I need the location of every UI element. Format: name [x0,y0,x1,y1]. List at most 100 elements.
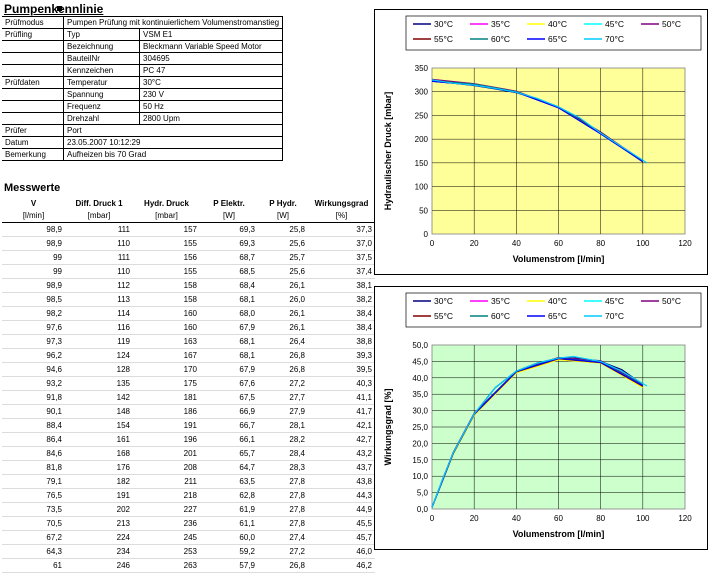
table-cell[interactable]: 213 [65,516,133,531]
unit-cell[interactable]: [W] [258,209,308,223]
table-cell[interactable]: 66,9 [200,404,258,419]
table-cell[interactable]: 181 [133,390,200,405]
table-cell[interactable]: 208 [133,460,200,475]
table-cell[interactable]: 26,4 [258,334,308,349]
info-key[interactable]: Typ [62,28,141,41]
unit-cell[interactable]: [l/min] [2,209,65,223]
table-cell[interactable]: 40,3 [308,376,375,391]
table-cell[interactable]: 57,9 [200,558,258,573]
table-cell[interactable]: 110 [65,264,133,279]
table-cell[interactable]: 148 [65,404,133,419]
table-cell[interactable]: 263 [133,558,200,573]
info-value[interactable]: 30°C [139,76,284,89]
info-label[interactable]: Prüfling [2,28,64,41]
table-cell[interactable]: 46,0 [308,544,375,559]
table-cell[interactable]: 26,8 [258,348,308,363]
table-cell[interactable]: 44,9 [308,502,375,517]
info-value[interactable]: 23.05.2007 10:12:29 [62,136,284,149]
table-cell[interactable]: 202 [65,502,133,517]
table-cell[interactable]: 236 [133,516,200,531]
table-cell[interactable]: 70,5 [2,516,65,531]
table-cell[interactable]: 94,6 [2,362,65,377]
table-cell[interactable]: 27,9 [258,404,308,419]
column-header[interactable]: P Elektr. [213,198,245,208]
table-cell[interactable]: 191 [133,418,200,433]
table-cell[interactable]: 98,5 [2,292,65,307]
info-label[interactable] [2,100,64,113]
table-cell[interactable]: 61,9 [200,502,258,517]
table-cell[interactable]: 68,1 [200,348,258,363]
table-cell[interactable]: 37,0 [308,236,375,251]
table-cell[interactable]: 62,8 [200,488,258,503]
table-cell[interactable]: 27,8 [258,488,308,503]
table-cell[interactable]: 39,3 [308,348,375,363]
info-key[interactable]: Spannung [62,88,141,101]
table-cell[interactable]: 119 [65,334,133,349]
unit-cell[interactable]: [W] [200,209,258,223]
table-cell[interactable]: 64,3 [2,544,65,559]
info-value[interactable]: Bleckmann Variable Speed Motor [139,40,284,53]
info-label[interactable]: Prüfdaten [2,76,64,89]
table-cell[interactable]: 42,1 [308,418,375,433]
table-cell[interactable]: 163 [133,334,200,349]
table-cell[interactable]: 27,8 [258,502,308,517]
table-cell[interactable]: 128 [65,362,133,377]
table-cell[interactable]: 25,7 [258,250,308,265]
info-value[interactable]: 304695 [139,52,284,65]
info-value[interactable]: VSM E1 [139,28,284,41]
table-cell[interactable]: 66,1 [200,432,258,447]
table-cell[interactable]: 65,7 [200,446,258,461]
table-cell[interactable]: 68,5 [200,264,258,279]
table-cell[interactable]: 98,9 [2,278,65,293]
table-cell[interactable]: 124 [65,348,133,363]
table-cell[interactable]: 68,1 [200,334,258,349]
table-cell[interactable]: 68,4 [200,278,258,293]
info-label[interactable]: Datum [2,136,64,149]
info-label[interactable] [2,112,64,125]
efficiency-chart[interactable]: 30°C 35°C 40°C 45°C 50°C 55°C 60°C 65°C 70°C 0,0 5… [374,286,708,550]
unit-cell[interactable]: [mbar] [65,209,133,223]
table-cell[interactable]: 168 [65,446,133,461]
table-cell[interactable]: 38,2 [308,292,375,307]
unit-cell[interactable]: [mbar] [133,209,200,223]
table-cell[interactable]: 98,9 [2,236,65,251]
table-cell[interactable]: 45,7 [308,530,375,545]
table-cell[interactable]: 160 [133,306,200,321]
table-cell[interactable]: 182 [65,474,133,489]
info-label[interactable]: Prüfer [2,124,64,137]
info-key[interactable]: Bezeichnung [62,40,141,53]
table-cell[interactable]: 167 [133,348,200,363]
table-cell[interactable]: 156 [133,250,200,265]
table-cell[interactable]: 69,3 [200,236,258,251]
table-cell[interactable]: 155 [133,264,200,279]
table-cell[interactable]: 157 [133,222,200,237]
info-value[interactable]: PC 47 [139,64,284,77]
pressure-chart[interactable]: 30°C 35°C 40°C 45°C 50°C 55°C 60°C 65°C 70°C 0 50 1… [374,9,708,275]
table-cell[interactable]: 38,1 [308,278,375,293]
cell-selection-handle[interactable] [57,6,62,11]
table-cell[interactable]: 99 [2,264,65,279]
table-cell[interactable]: 27,4 [258,530,308,545]
info-value[interactable]: Aufheizen bis 70 Grad [62,148,284,161]
info-key[interactable]: Kennzeichen [62,64,141,77]
table-cell[interactable]: 42,7 [308,432,375,447]
table-cell[interactable]: 97,6 [2,320,65,335]
table-cell[interactable]: 67,5 [200,390,258,405]
table-cell[interactable]: 43,2 [308,446,375,461]
table-cell[interactable]: 68,7 [200,250,258,265]
table-cell[interactable]: 196 [133,432,200,447]
info-label[interactable]: Prüfmodus [2,16,64,29]
table-cell[interactable]: 142 [65,390,133,405]
table-cell[interactable]: 86,4 [2,432,65,447]
table-cell[interactable]: 114 [65,306,133,321]
info-label[interactable] [2,40,64,53]
table-cell[interactable]: 43,8 [308,474,375,489]
table-cell[interactable]: 218 [133,488,200,503]
info-label[interactable] [2,52,64,65]
table-cell[interactable]: 91,8 [2,390,65,405]
table-cell[interactable]: 61 [2,558,65,573]
table-cell[interactable]: 68,1 [200,292,258,307]
info-value[interactable]: 50 Hz [139,100,284,113]
table-cell[interactable]: 161 [65,432,133,447]
table-cell[interactable]: 111 [65,250,133,265]
